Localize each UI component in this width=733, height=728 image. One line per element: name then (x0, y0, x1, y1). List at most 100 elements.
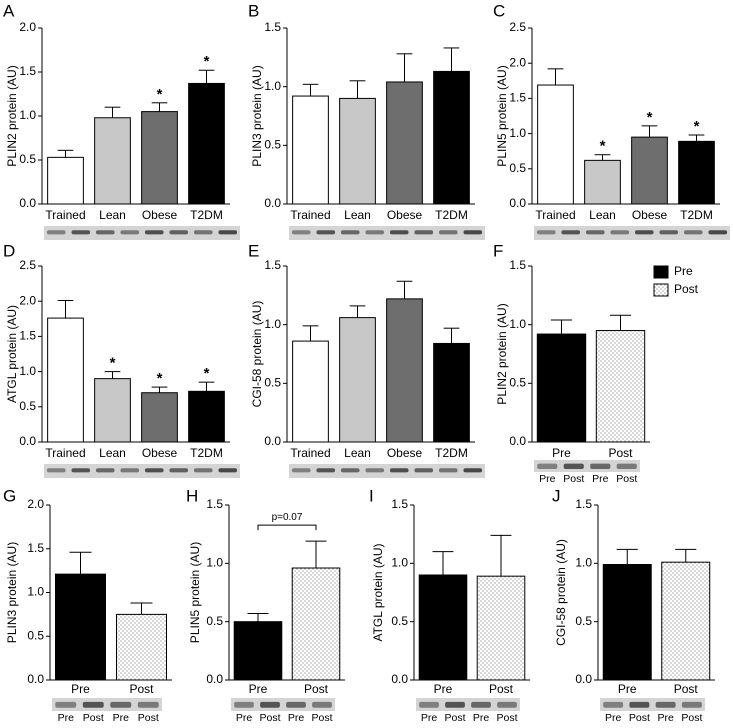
blot-band (95, 230, 115, 235)
bar (188, 390, 225, 443)
y-tick-label: 0.5 (19, 152, 36, 166)
blot-lane-label: Pre (473, 712, 490, 724)
blot-band (71, 230, 91, 235)
bar (54, 573, 107, 681)
blot-band (463, 230, 483, 235)
x-tick-label: Pre (249, 682, 268, 696)
bar (47, 317, 84, 443)
x-tick-label: Trained (290, 446, 330, 460)
significance-marker: * (694, 118, 700, 135)
y-tick-label: 0.5 (264, 376, 281, 390)
blot (600, 698, 705, 711)
y-tick-label: 1.5 (391, 497, 408, 511)
y-tick-label: 0.5 (575, 614, 592, 628)
x-tick-label: Post (674, 682, 699, 696)
y-tick-label: 1.0 (264, 317, 281, 331)
blot-band (438, 468, 458, 473)
y-tick-label: 1.0 (509, 126, 526, 140)
blot-lane-label: Pre (113, 712, 130, 724)
bar (141, 111, 178, 205)
blot-lane-label: Pre (605, 712, 622, 724)
x-tick-label: T2DM (435, 446, 468, 460)
bar (47, 156, 84, 205)
bar (386, 81, 423, 205)
blot-band (616, 463, 637, 469)
blot-band (536, 230, 556, 235)
y-tick-label: 1.0 (264, 79, 281, 93)
legend-swatch (653, 265, 669, 279)
blot-band (340, 468, 360, 473)
bar (584, 159, 621, 205)
blot-lane-label: Post (629, 712, 650, 724)
bar (631, 136, 668, 205)
blot-band (218, 468, 238, 473)
y-tick-label: 0.0 (206, 672, 223, 686)
y-tick-label: 0.0 (509, 434, 526, 448)
blot-lane-label: Post (444, 712, 465, 724)
bar (433, 342, 470, 443)
blot-band (316, 230, 336, 235)
blot-band (340, 230, 360, 235)
blot-band (365, 230, 385, 235)
blot-band (389, 230, 409, 235)
x-tick-label: Post (489, 682, 514, 696)
blot-band (260, 701, 280, 708)
blot-band (590, 463, 611, 469)
blot-lane-label: Post (616, 473, 637, 485)
significance-marker: * (204, 53, 210, 70)
blot-band (234, 701, 254, 708)
y-tick-label: 0.5 (391, 614, 408, 628)
blot-band (169, 230, 189, 235)
panel-letter: B (248, 1, 259, 20)
blot-band (120, 468, 140, 473)
y-tick-label: 0.0 (19, 434, 36, 448)
y-axis-label: ATGL protein (AU) (371, 543, 385, 641)
y-axis-label: PLIN2 protein (AU) (495, 303, 509, 404)
blot-band (563, 463, 584, 469)
x-tick-label: Pre (552, 446, 571, 460)
y-tick-label: 2.0 (509, 55, 526, 69)
x-tick-label: Lean (99, 208, 126, 222)
blot-band (95, 468, 115, 473)
y-axis-label: PLIN5 protein (AU) (188, 542, 202, 643)
y-tick-label: 1.0 (575, 556, 592, 570)
x-tick-label: Pre (71, 682, 90, 696)
x-tick-label: T2DM (190, 208, 223, 222)
y-tick-label: 1.5 (264, 20, 281, 34)
blot-band (286, 701, 306, 708)
y-tick-label: 2.0 (19, 293, 36, 307)
x-tick-label: Pre (434, 682, 453, 696)
blot (534, 226, 730, 240)
blot-band (144, 230, 164, 235)
blot-band (110, 701, 132, 708)
blot-band (463, 468, 483, 473)
blot-lane-label: Pre (288, 712, 305, 724)
bracket-label: p=0.07 (272, 512, 303, 523)
x-tick-label: Post (129, 682, 154, 696)
blot-lane-label: Post (496, 712, 517, 724)
significance-marker: * (110, 355, 116, 372)
blot-band (634, 230, 654, 235)
blot (44, 464, 240, 478)
significance-marker: * (157, 370, 163, 387)
blot-lane-label: Pre (539, 473, 556, 485)
x-tick-label: Lean (344, 446, 371, 460)
legend-swatch (653, 283, 669, 297)
bar (661, 561, 711, 681)
legend-label: Post (674, 282, 699, 296)
y-tick-label: 0.5 (509, 376, 526, 390)
blot-lane-label: Post (311, 712, 332, 724)
x-tick-label: T2DM (680, 208, 713, 222)
panel-letter: I (369, 486, 374, 505)
blot-lane-label: Pre (421, 712, 438, 724)
x-tick-label: Trained (45, 446, 85, 460)
y-axis-label: CGI-58 protein (AU) (554, 539, 568, 646)
y-axis-label: PLIN3 protein (AU) (250, 65, 264, 166)
blot-lane-label: Post (259, 712, 280, 724)
blot-lane-label: Post (138, 712, 159, 724)
blot-band (291, 468, 311, 473)
x-tick-label: Post (608, 446, 633, 460)
significance-marker: * (600, 138, 606, 155)
y-tick-label: 1.5 (264, 258, 281, 272)
blot-band (120, 230, 140, 235)
